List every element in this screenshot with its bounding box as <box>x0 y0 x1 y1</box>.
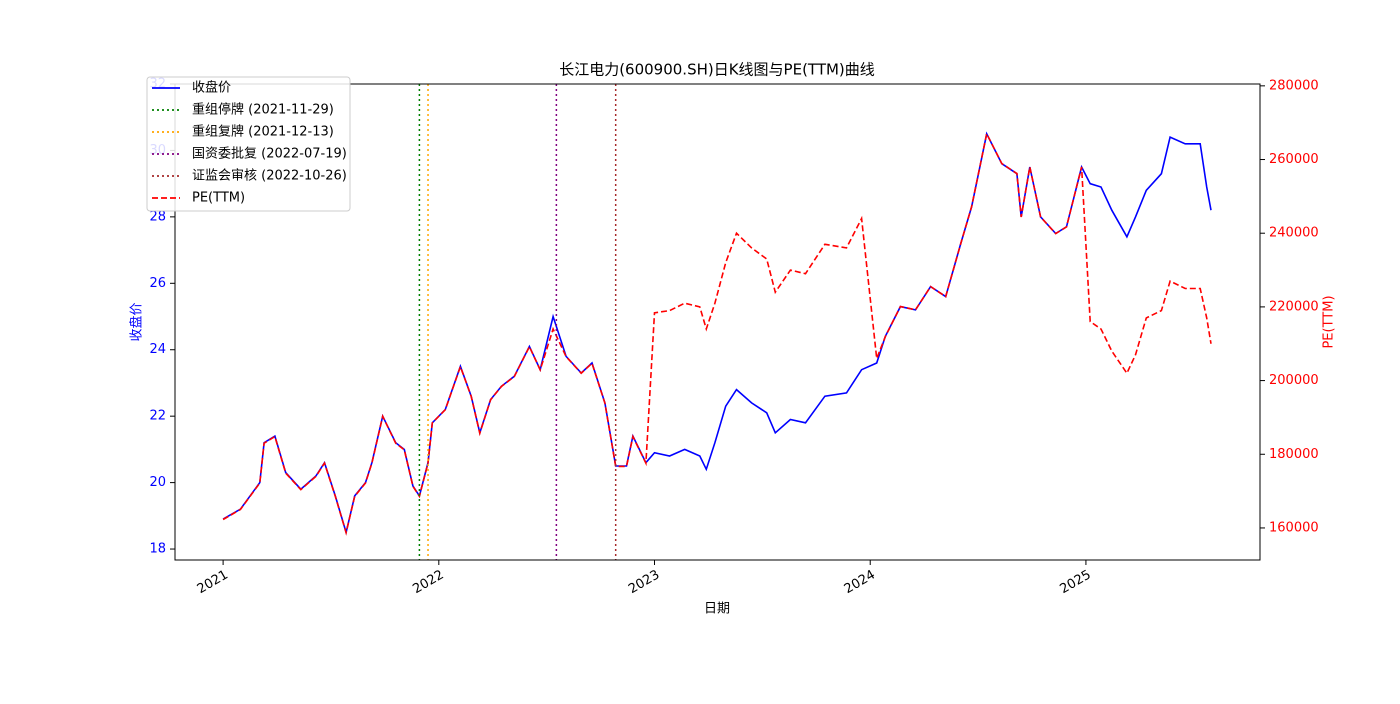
y-tick-label: 24 <box>149 342 166 357</box>
y2-tick-label: 240000 <box>1269 226 1319 241</box>
y-tick-label: 28 <box>149 209 166 224</box>
plot-frame <box>174 83 1261 561</box>
legend-label: 重组停牌 (2021-11-29) <box>192 102 334 118</box>
y2-tick-label: 280000 <box>1269 78 1319 93</box>
legend-label: 证监会审核 (2022-10-26) <box>192 169 347 184</box>
y2-tick-label: 220000 <box>1269 299 1319 314</box>
series-line <box>222 131 1212 536</box>
y2-tick-label: 180000 <box>1269 447 1319 462</box>
legend-label: 收盘价 <box>192 80 231 96</box>
y-axis-label: 收盘价 <box>129 302 145 341</box>
legend-box <box>146 76 351 212</box>
legend-label: PE(TTM) <box>192 191 245 206</box>
legend-label: 重组复牌 (2021-12-13) <box>192 124 334 140</box>
y-tick-label: 26 <box>149 276 166 291</box>
y2-tick-label: 200000 <box>1269 373 1319 388</box>
y2-axis-label: PE(TTM) <box>1322 295 1337 348</box>
y-tick-label: 22 <box>149 409 166 424</box>
legend-label: 国资委批复 (2022-07-19) <box>192 147 347 162</box>
y2-tick-label: 260000 <box>1269 152 1319 167</box>
y-tick-label: 18 <box>149 542 166 557</box>
x-axis-label: 日期 <box>704 602 730 617</box>
y-tick-label: 20 <box>149 475 166 490</box>
chart-title: 长江电力(600900.SH)日K线图与PE(TTM)曲线 <box>559 61 875 79</box>
y2-tick-label: 160000 <box>1269 520 1319 535</box>
